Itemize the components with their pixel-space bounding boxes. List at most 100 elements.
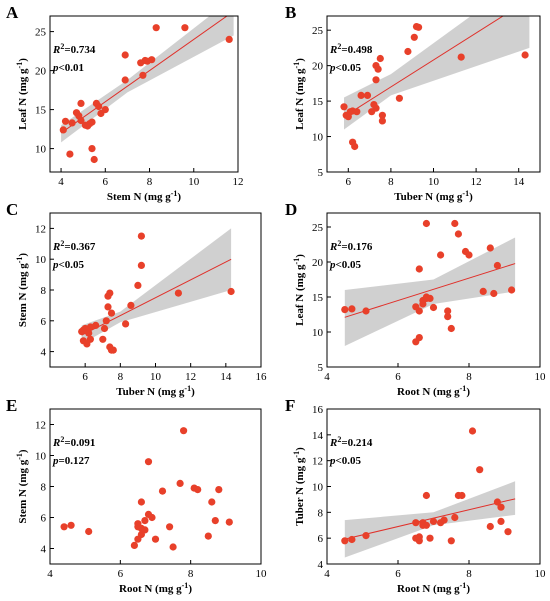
y-axis-title: Stem N (mg g-1) (15, 449, 30, 524)
data-point (99, 335, 107, 343)
y-tick-label: 8 (41, 482, 47, 494)
data-point (90, 155, 98, 164)
data-point (395, 94, 403, 102)
data-point (451, 219, 459, 228)
y-tick-label: 10 (35, 254, 47, 266)
data-point (139, 71, 147, 79)
data-point (437, 251, 445, 259)
data-point (68, 119, 76, 127)
data-point (486, 244, 494, 252)
x-tick-label: 12 (185, 371, 196, 383)
data-point (85, 329, 93, 337)
data-point (127, 301, 135, 309)
data-point (444, 313, 452, 321)
data-point (151, 535, 160, 543)
confidence-band (344, 237, 516, 346)
data-point (95, 102, 103, 111)
y-tick-label: 14 (312, 430, 324, 442)
y-tick-label: 4 (318, 559, 324, 571)
plot-frame (49, 15, 239, 173)
data-point (130, 541, 138, 550)
data-point (348, 305, 356, 313)
x-tick-label: 12 (233, 176, 244, 188)
y-tick-label: 15 (35, 105, 47, 117)
data-point (121, 76, 129, 84)
panel-letter: B (285, 3, 296, 22)
data-point (211, 517, 219, 525)
data-point (372, 76, 380, 84)
data-point (497, 503, 505, 511)
regression-line (60, 16, 228, 134)
data-point (134, 281, 142, 289)
confidence-band (344, 16, 530, 130)
data-point (348, 535, 356, 544)
x-tick-label: 10 (428, 176, 440, 188)
x-tick-label: 16 (256, 371, 268, 383)
data-point (378, 111, 386, 119)
regression-line (344, 498, 516, 540)
data-point (422, 521, 430, 529)
y-tick-label: 12 (35, 420, 46, 432)
data-point (493, 498, 501, 506)
panel-letter: E (6, 396, 17, 415)
data-point (454, 230, 462, 238)
data-point (169, 543, 177, 551)
data-point (415, 23, 423, 31)
data-point (504, 528, 512, 536)
data-point (497, 517, 505, 526)
r-squared-label: R2=0.091 (52, 435, 95, 450)
x-tick-label: 4 (47, 568, 53, 580)
x-axis-title: Stem N (mg g-1) (107, 189, 182, 204)
data-point (59, 126, 67, 134)
data-point (104, 303, 112, 311)
data-point (121, 51, 129, 59)
y-tick-label: 8 (41, 285, 47, 297)
data-point (106, 289, 114, 297)
data-point (107, 309, 116, 317)
data-point (479, 287, 487, 295)
regression-line (343, 16, 504, 117)
data-point (378, 117, 386, 125)
y-axis-title: Stem N (mg g-1) (15, 253, 30, 328)
data-point (225, 35, 233, 44)
data-point (362, 532, 370, 540)
x-axis-title: Tuber N (mg g-1) (116, 384, 195, 399)
data-point (92, 321, 100, 329)
data-point (85, 527, 93, 536)
data-point (376, 54, 384, 63)
y-tick-label: 25 (312, 222, 324, 234)
y-axis-title: Tuber N (mg g-1) (292, 447, 307, 526)
x-axis-title: Root N (mg g-1) (397, 581, 470, 596)
data-point (141, 526, 149, 534)
y-tick-label: 15 (312, 96, 324, 108)
panel-letter: D (285, 200, 297, 219)
data-point (415, 265, 423, 273)
x-tick-label: 8 (147, 176, 153, 188)
y-tick-label: 16 (312, 404, 324, 416)
data-point (137, 232, 145, 240)
p-value-label: p<0.05 (329, 455, 362, 467)
data-point (148, 56, 156, 64)
y-tick-label: 6 (318, 533, 324, 545)
y-tick-label: 5 (318, 167, 324, 179)
data-point (137, 261, 145, 269)
data-point (77, 99, 85, 107)
panel-f: 4 6 8 10 4 6 8 10 12 14 16 Root N (mg g-1) Tuber N (… (285, 396, 546, 595)
y-tick-label: 4 (41, 347, 47, 359)
y-tick-label: 10 (312, 482, 324, 494)
p-value-label: p<0.05 (52, 259, 85, 271)
regression-line (344, 263, 516, 318)
x-tick-label: 4 (324, 568, 330, 580)
data-point (67, 521, 75, 529)
data-point (152, 24, 160, 32)
data-point (340, 103, 348, 111)
x-tick-label: 14 (220, 371, 232, 383)
data-point (422, 491, 430, 500)
y-tick-label: 4 (41, 544, 47, 556)
data-point (341, 537, 349, 545)
data-point (174, 289, 182, 297)
data-point (508, 286, 516, 294)
x-tick-label: 6 (395, 568, 401, 580)
panel-a: 4 6 8 10 12 10 15 20 25 Stem N (mg g-1) Leaf N (mg… (6, 3, 244, 204)
data-point (415, 307, 423, 315)
